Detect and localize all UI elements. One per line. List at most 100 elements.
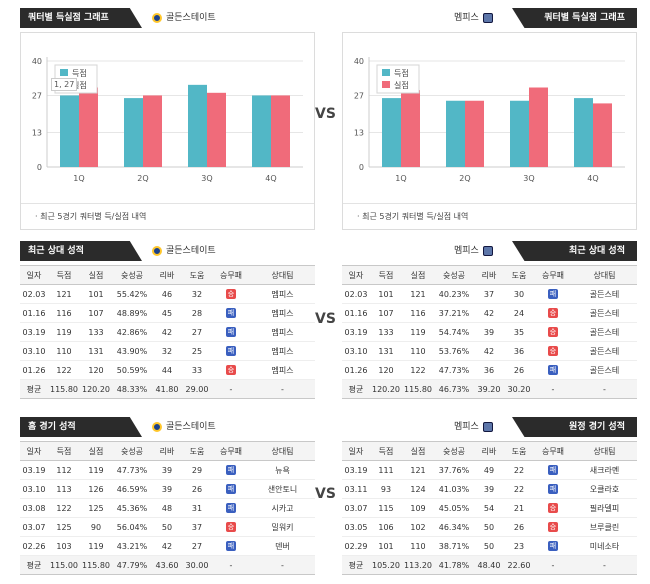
table-cell: 42 — [474, 341, 504, 361]
result-cell: 패 — [534, 479, 572, 499]
right-away-header: 원정 경기 성적 멤피스 — [342, 417, 637, 437]
table-cell: 32 — [152, 341, 182, 361]
warriors-logo-icon — [152, 13, 162, 23]
table-row: 03.10 110 131 43.90% 32 25 패 멤피스 — [20, 341, 315, 361]
home-section-title: 홈 경기 성적 — [20, 417, 142, 437]
left-home-header: 홈 경기 성적 골든스테이트 — [20, 417, 315, 437]
table-cell: 골든스테 — [572, 284, 637, 304]
right-quarter-chart: 0 13 27 40 1Q 2Q 3Q 4Q 득점 실점 · 최근 5경기 쿼터별 득/실점 내역 — [342, 32, 637, 230]
table-cell: 28 — [182, 303, 212, 323]
table-cell: 39 — [152, 460, 182, 480]
column-header: 일자 — [20, 265, 48, 285]
table-cell: 131 — [370, 341, 402, 361]
quarter-section-title-right: 쿼터별 득실점 그래프 — [512, 8, 637, 28]
legend-label: 득점 — [72, 68, 87, 78]
recent-section-title: 최근 상대 성적 — [20, 241, 142, 261]
x-tick-label: 3Q — [201, 174, 212, 183]
x-tick-label: 2Q — [137, 174, 148, 183]
table-cell: 39 — [474, 479, 504, 499]
column-header: 리바 — [474, 265, 504, 285]
table-cell: 03.10 — [20, 479, 48, 499]
recent-section-title-right: 최근 상대 성적 — [512, 241, 637, 261]
vs-label-2: VS — [315, 311, 336, 327]
table-cell: 107 — [80, 303, 112, 323]
table-cell: 111 — [370, 460, 402, 480]
right-team-name: 멤피스 — [454, 246, 479, 256]
table-cell: 54 — [474, 498, 504, 518]
table-cell: 101 — [370, 284, 402, 304]
average-row: 평균 120.20 115.80 46.73% 39.20 30.20- - — [342, 379, 637, 399]
table-cell: 56.04% — [112, 517, 152, 537]
vs-label-3: VS — [315, 486, 336, 502]
table-cell: 93 — [370, 479, 402, 499]
left-quarter-panel: 쿼터별 득실점 그래프 골든스테이트 0 13 27 40 1Q 2Q 3Q 4Q 득점 실점 1… — [20, 8, 315, 230]
average-cell: 115.80 — [48, 379, 80, 399]
right-quarter-panel: 쿼터별 득실점 그래프 멤피스 0 13 27 40 1Q 2Q 3Q 4Q 득점 실점 · 최근… — [342, 8, 637, 230]
table-cell: 26 — [504, 360, 534, 380]
loss-badge: 패 — [548, 541, 558, 551]
result-cell: 승 — [534, 322, 572, 342]
table-cell: 31 — [182, 498, 212, 518]
y-tick-label: 27 — [32, 91, 42, 100]
y-tick-label: 0 — [359, 163, 364, 172]
average-cell: - — [534, 555, 572, 575]
column-header: 승무패 — [212, 265, 250, 285]
table-cell: 멤피스 — [250, 322, 315, 342]
table-cell: 02.29 — [342, 536, 370, 556]
table-cell: 샌안토니 — [250, 479, 315, 499]
table-cell: 멤피스 — [250, 360, 315, 380]
table-cell: 102 — [402, 517, 434, 537]
result-cell: 승 — [534, 341, 572, 361]
table-cell: 01.16 — [20, 303, 48, 323]
loss-badge: 패 — [548, 465, 558, 475]
bar-scored — [60, 95, 79, 167]
table-cell: 01.26 — [342, 360, 370, 380]
table-cell: 110 — [48, 341, 80, 361]
column-header: 득점 — [48, 265, 80, 285]
column-header: 일자 — [342, 441, 370, 461]
result-cell: 패 — [534, 460, 572, 480]
average-cell: 평균 — [342, 555, 370, 575]
table-cell: 골든스테 — [572, 322, 637, 342]
table-row: 02.03 101 121 40.23% 37 30 패 골든스테 — [342, 284, 637, 304]
average-cell: - — [250, 555, 315, 575]
left-team-label: 골든스테이트 — [152, 241, 216, 261]
right-recent-table: 일자 득점 실점 슛성공 리바 도움 승무패 상대팀 02.03 101 121 40.23% 37 30… — [342, 265, 637, 399]
table-cell: 33 — [182, 360, 212, 380]
x-tick-label: 3Q — [523, 174, 534, 183]
legend-swatch — [60, 69, 68, 76]
table-cell: 27 — [182, 536, 212, 556]
column-header: 득점 — [370, 265, 402, 285]
table-cell: 115 — [370, 498, 402, 518]
column-header: 실점 — [402, 441, 434, 461]
right-chart-footnote: · 최근 5경기 쿼터별 득/실점 내역 — [343, 203, 636, 229]
x-tick-label: 2Q — [459, 174, 470, 183]
table-cell: 119 — [80, 536, 112, 556]
table-cell: 03.08 — [20, 498, 48, 518]
y-tick-label: 40 — [354, 57, 364, 66]
bar-allowed — [529, 87, 548, 167]
average-cell: - — [212, 555, 250, 575]
bar-allowed — [401, 90, 420, 167]
right-team-label: 멤피스 — [454, 241, 493, 261]
y-tick-label: 13 — [354, 129, 364, 138]
column-header: 승무패 — [212, 441, 250, 461]
table-cell: 03.19 — [20, 322, 48, 342]
table-row: 03.05 106 102 46.34% 50 26 승 브루클린 — [342, 517, 637, 537]
table-row: 02.03 121 101 55.42% 46 32 승 멤피스 — [20, 284, 315, 304]
average-cell: 평균 — [20, 379, 48, 399]
legend-swatch — [382, 81, 390, 88]
quarter-section-title: 쿼터별 득실점 그래프 — [20, 8, 142, 28]
table-cell: 21 — [504, 498, 534, 518]
bar-scored — [252, 95, 271, 167]
result-cell: 승 — [534, 303, 572, 323]
win-badge: 승 — [548, 308, 558, 318]
table-header-row: 일자 득점 실점 슛성공 리바 도움 승무패 상대팀 — [20, 441, 315, 461]
table-row: 03.19 112 119 47.73% 39 29 패 뉴욕 — [20, 460, 315, 480]
table-cell: 131 — [80, 341, 112, 361]
table-cell: 43.21% — [112, 536, 152, 556]
table-cell: 109 — [402, 498, 434, 518]
table-cell: 122 — [48, 360, 80, 380]
average-cell: 41.78% — [434, 555, 474, 575]
x-tick-label: 4Q — [265, 174, 276, 183]
